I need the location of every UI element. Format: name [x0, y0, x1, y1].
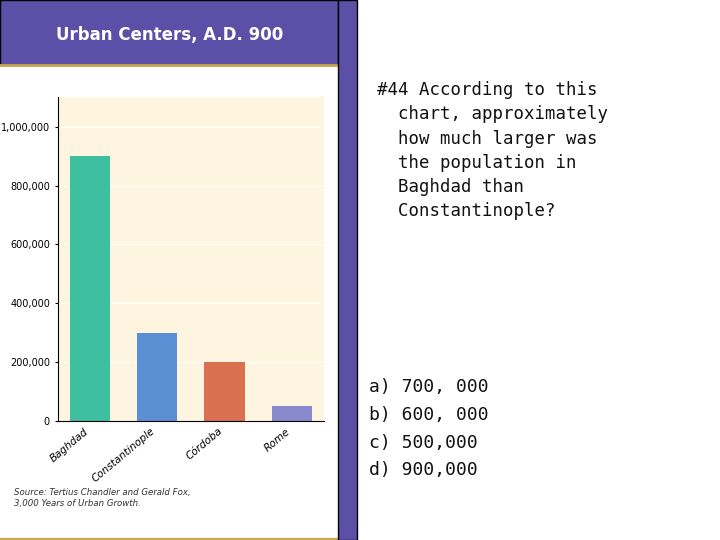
Bar	[70, 156, 110, 421]
Text: Source: Tertius Chandler and Gerald Fox,
3,000 Years of Urban Growth.: Source: Tertius Chandler and Gerald Fox,…	[14, 488, 191, 508]
Bar	[137, 333, 177, 421]
FancyBboxPatch shape	[338, 0, 357, 540]
Bar	[271, 407, 312, 421]
Text: #44 According to this
  chart, approximately
  how much larger was
  the populat: #44 According to this chart, approximate…	[377, 81, 608, 220]
FancyBboxPatch shape	[0, 0, 338, 65]
Text: Urban Centers, A.D. 900: Urban Centers, A.D. 900	[55, 26, 283, 44]
Text: a) 700, 000
b) 600, 000
c) 500,000
d) 900,000: a) 700, 000 b) 600, 000 c) 500,000 d) 90…	[369, 378, 489, 480]
Bar	[204, 362, 245, 421]
